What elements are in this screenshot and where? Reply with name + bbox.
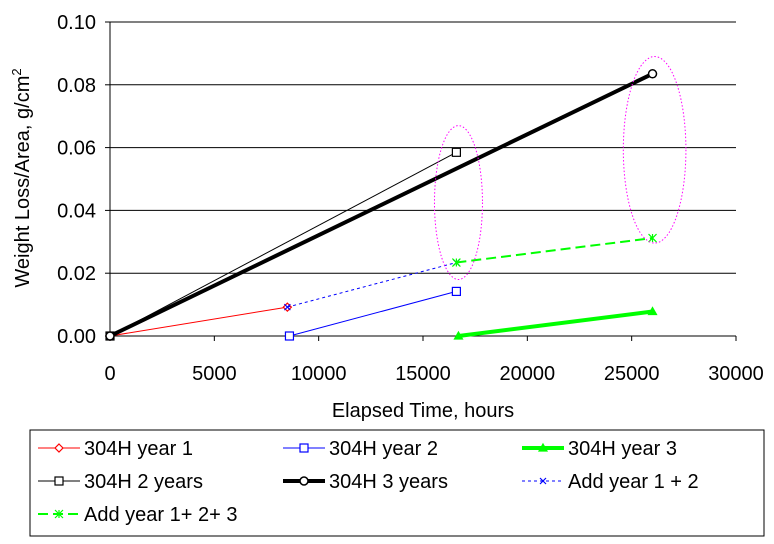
series-line — [109, 72, 654, 338]
series-layer — [105, 69, 658, 341]
x-tick-label: 15000 — [395, 363, 451, 385]
marker-x — [539, 477, 547, 485]
legend-item: 304H year 2 — [283, 438, 438, 460]
legend-marker — [537, 442, 549, 452]
legend-item: Add year 1 + 2 — [522, 471, 699, 493]
marker-asterisk — [54, 509, 64, 519]
marker-triangle — [647, 306, 658, 316]
legend-label: 304H 3 years — [329, 471, 448, 493]
y-tick-label: 0.08 — [57, 75, 96, 97]
x-axis-title: Elapsed Time, hours — [332, 400, 514, 422]
data-point — [648, 233, 657, 243]
marker-square — [451, 147, 461, 157]
data-point — [451, 286, 461, 297]
data-point — [453, 330, 464, 340]
series-1 — [105, 302, 293, 341]
series-line — [289, 290, 457, 337]
marker-square — [451, 286, 461, 297]
annotation-layer — [433, 56, 687, 280]
marker-square — [284, 331, 295, 341]
y-axis-title: Weight Loss/Area, g/cm2 — [9, 68, 34, 287]
marker-circle — [647, 69, 658, 79]
legend-marker — [54, 509, 64, 519]
highlight-ellipse — [433, 125, 483, 280]
data-point — [647, 306, 658, 316]
gridlines — [110, 21, 736, 274]
y-tick-label: 0.04 — [57, 200, 96, 222]
data-point — [647, 69, 658, 79]
data-point — [105, 331, 115, 341]
marker-square — [54, 476, 64, 486]
x-tick-label: 20000 — [500, 363, 556, 385]
marker-x — [283, 303, 291, 311]
y-tick-label: 0.00 — [57, 326, 96, 348]
legend-label: 304H year 1 — [84, 438, 193, 460]
legend-item: 304H 3 years — [283, 471, 448, 493]
series-2 — [284, 286, 461, 341]
series-line — [456, 237, 653, 264]
x-tick-label: 5000 — [192, 363, 237, 385]
legend-marker — [539, 477, 547, 485]
data-point — [284, 331, 295, 341]
legend-item: Add year 1+ 2+ 3 — [38, 504, 237, 526]
marker-circle — [299, 476, 309, 486]
legend-label: Add year 1 + 2 — [568, 471, 699, 493]
highlight-ellipse — [622, 56, 687, 244]
legend: 304H year 1 304H year 2 304H year 3 304H 2 … — [38, 438, 699, 526]
y-tick-label: 0.06 — [57, 138, 96, 160]
series-5 — [105, 69, 658, 341]
axis-ticks: 0.00 0.02 0.04 0.06 0.08 0.10 0 5000 10000 15000 2… — [57, 12, 764, 385]
legend-label: Add year 1+ 2+ 3 — [84, 504, 237, 526]
data-point — [451, 258, 461, 267]
legend-marker — [54, 476, 64, 486]
marker-asterisk — [451, 258, 461, 267]
legend-item: 304H year 1 — [38, 438, 193, 460]
legend-label: 304H year 2 — [329, 438, 438, 460]
x-tick-label: 10000 — [291, 363, 347, 385]
marker-asterisk — [648, 233, 657, 243]
series-line — [287, 262, 457, 308]
series-7 — [451, 233, 657, 267]
marker-triangle — [453, 330, 464, 340]
series-line — [458, 309, 653, 338]
marker-diamond — [54, 443, 64, 453]
legend-label: 304H year 3 — [568, 438, 677, 460]
data-point — [451, 147, 461, 157]
series-line — [109, 306, 288, 337]
legend-marker — [54, 443, 64, 453]
series-3 — [453, 306, 658, 340]
series-line — [109, 151, 457, 337]
y-tick-label: 0.02 — [57, 263, 96, 285]
legend-marker — [299, 476, 309, 486]
legend-item: 304H year 3 — [522, 438, 677, 460]
marker-square — [299, 443, 309, 453]
series-6 — [283, 259, 460, 311]
y-tick-label: 0.10 — [57, 12, 96, 34]
marker-triangle — [537, 442, 549, 452]
x-tick-label: 0 — [104, 363, 115, 385]
legend-label: 304H 2 years — [84, 471, 203, 493]
marker-circle — [105, 331, 115, 341]
legend-box — [29, 429, 765, 537]
x-tick-label: 25000 — [604, 363, 660, 385]
x-tick-label: 30000 — [708, 363, 764, 385]
data-point — [283, 303, 291, 311]
legend-marker — [299, 443, 309, 453]
legend-item: 304H 2 years — [38, 471, 203, 493]
